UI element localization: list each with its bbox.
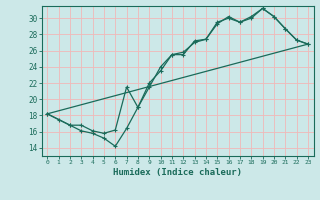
X-axis label: Humidex (Indice chaleur): Humidex (Indice chaleur) bbox=[113, 168, 242, 177]
